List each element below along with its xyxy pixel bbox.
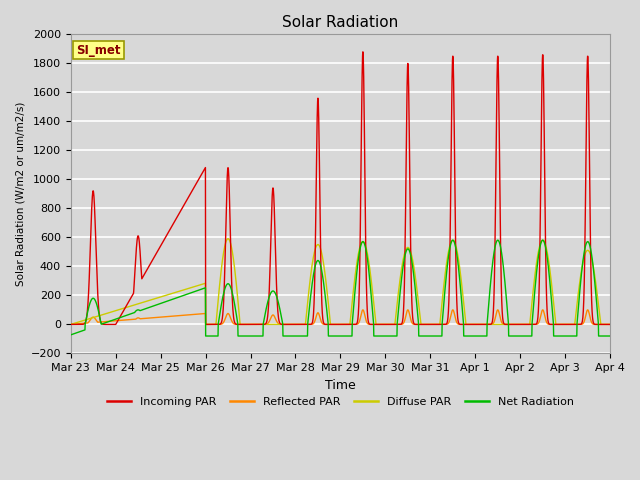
Title: Solar Radiation: Solar Radiation [282,15,399,30]
X-axis label: Time: Time [325,379,356,392]
Text: SI_met: SI_met [76,44,121,57]
Y-axis label: Solar Radiation (W/m2 or um/m2/s): Solar Radiation (W/m2 or um/m2/s) [15,101,25,286]
Legend: Incoming PAR, Reflected PAR, Diffuse PAR, Net Radiation: Incoming PAR, Reflected PAR, Diffuse PAR… [102,393,579,412]
